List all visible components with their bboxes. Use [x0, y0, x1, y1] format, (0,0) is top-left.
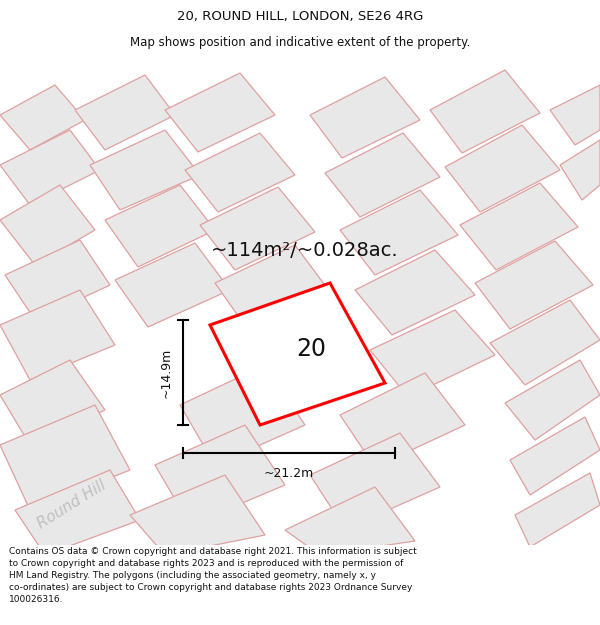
Polygon shape	[340, 190, 458, 275]
Polygon shape	[0, 85, 85, 150]
Polygon shape	[505, 360, 600, 440]
Polygon shape	[230, 300, 360, 400]
Polygon shape	[475, 241, 593, 329]
Polygon shape	[0, 130, 100, 205]
Polygon shape	[115, 243, 230, 327]
Polygon shape	[0, 360, 105, 445]
Polygon shape	[285, 487, 415, 555]
Polygon shape	[0, 290, 115, 380]
Polygon shape	[180, 365, 305, 465]
Polygon shape	[340, 373, 465, 467]
Polygon shape	[15, 470, 140, 555]
Polygon shape	[185, 133, 295, 212]
Polygon shape	[105, 185, 215, 267]
Text: Map shows position and indicative extent of the property.: Map shows position and indicative extent…	[130, 36, 470, 49]
Polygon shape	[165, 73, 275, 152]
Polygon shape	[310, 77, 420, 158]
Polygon shape	[310, 433, 440, 529]
Text: Round Hill: Round Hill	[35, 478, 109, 532]
Polygon shape	[560, 140, 600, 200]
Text: Contains OS data © Crown copyright and database right 2021. This information is : Contains OS data © Crown copyright and d…	[9, 548, 417, 604]
Polygon shape	[515, 473, 600, 547]
Text: ~21.2m: ~21.2m	[264, 467, 314, 480]
Polygon shape	[0, 185, 95, 265]
Text: 20, ROUND HILL, LONDON, SE26 4RG: 20, ROUND HILL, LONDON, SE26 4RG	[177, 10, 423, 23]
Polygon shape	[0, 405, 130, 510]
Polygon shape	[550, 85, 600, 145]
Polygon shape	[5, 240, 110, 320]
Polygon shape	[355, 250, 475, 335]
Polygon shape	[215, 245, 330, 330]
Polygon shape	[75, 75, 175, 150]
Polygon shape	[130, 475, 265, 555]
Text: ~14.9m: ~14.9m	[160, 348, 173, 398]
Polygon shape	[490, 300, 600, 385]
Polygon shape	[210, 283, 385, 425]
Polygon shape	[155, 425, 285, 525]
Polygon shape	[430, 70, 540, 153]
Polygon shape	[200, 187, 315, 270]
Polygon shape	[445, 125, 560, 212]
Polygon shape	[370, 310, 495, 397]
Polygon shape	[90, 130, 200, 210]
Text: 20: 20	[296, 337, 326, 361]
Polygon shape	[460, 183, 578, 270]
Polygon shape	[510, 417, 600, 495]
Polygon shape	[325, 133, 440, 217]
Text: ~114m²/~0.028ac.: ~114m²/~0.028ac.	[211, 241, 399, 259]
